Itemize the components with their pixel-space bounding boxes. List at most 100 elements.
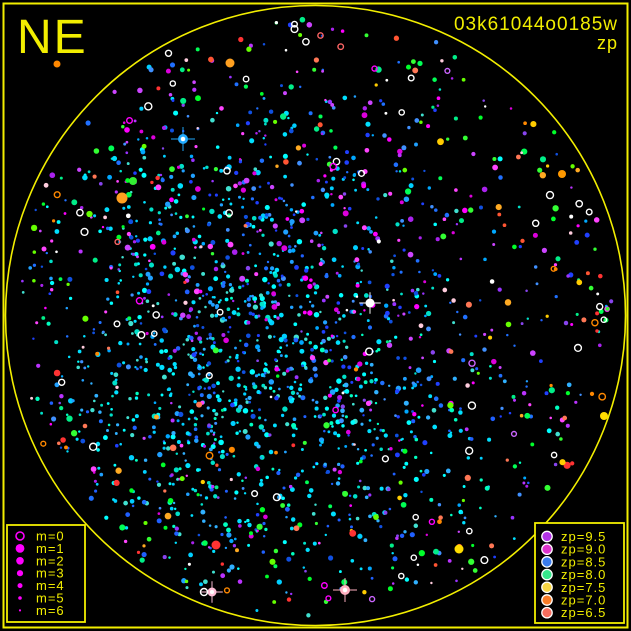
star (258, 252, 262, 256)
star (516, 154, 521, 160)
star (54, 340, 59, 345)
star (305, 547, 310, 553)
star (141, 172, 147, 178)
star (374, 389, 379, 395)
star (437, 274, 442, 278)
star (54, 229, 60, 234)
star (358, 384, 363, 389)
star (307, 310, 313, 316)
star (192, 225, 196, 228)
star (55, 250, 58, 254)
star (414, 455, 418, 460)
star (223, 166, 231, 175)
star (362, 485, 368, 491)
star (338, 570, 342, 574)
star (414, 437, 419, 442)
star (348, 494, 352, 498)
star (227, 155, 232, 160)
star (480, 556, 489, 565)
star (343, 382, 349, 388)
star (77, 167, 82, 172)
star (418, 270, 421, 274)
star (143, 520, 148, 526)
star (186, 492, 190, 496)
star (296, 238, 303, 245)
star (215, 306, 218, 310)
zeropoint-legend-label: zp=7.5 (561, 580, 606, 595)
star (204, 496, 209, 500)
star (256, 529, 259, 533)
star (300, 330, 303, 333)
star (315, 157, 319, 161)
star (217, 214, 223, 219)
star (288, 484, 293, 489)
star (284, 450, 287, 454)
star (412, 412, 417, 417)
star (359, 280, 363, 284)
star (268, 379, 275, 385)
star (49, 276, 53, 281)
star (382, 133, 387, 138)
star (212, 347, 219, 354)
star (95, 351, 100, 356)
star (141, 287, 148, 293)
star (402, 224, 405, 227)
star (201, 353, 205, 356)
star (216, 308, 224, 316)
star (101, 225, 105, 229)
star (458, 428, 463, 433)
star (221, 333, 226, 337)
star (172, 348, 177, 353)
star (153, 401, 157, 405)
star (468, 558, 475, 565)
star (40, 440, 47, 447)
star (259, 507, 266, 513)
star (53, 191, 61, 199)
star (212, 433, 216, 436)
star (401, 145, 407, 151)
star (508, 411, 512, 415)
star (229, 477, 233, 482)
star (332, 228, 338, 235)
star (311, 195, 315, 200)
star (297, 160, 302, 166)
star (264, 432, 270, 438)
star (200, 509, 206, 515)
star (57, 378, 66, 387)
star (510, 430, 518, 438)
star (416, 563, 420, 566)
zeropoint-legend-marker (541, 606, 553, 619)
star (359, 407, 365, 413)
star (280, 84, 283, 88)
star (170, 418, 175, 423)
star (290, 390, 296, 395)
star (164, 206, 168, 210)
star (189, 179, 193, 184)
star (570, 322, 574, 327)
zeropoint-legend: zp=9.5zp=9.0zp=8.5zp=8.0zp=7.5zp=7.0zp=6… (534, 522, 625, 624)
star (335, 481, 341, 486)
star (330, 192, 333, 196)
star (241, 284, 245, 288)
star (212, 431, 216, 434)
star (227, 197, 231, 201)
star (294, 375, 299, 380)
star (376, 239, 381, 244)
star (259, 456, 263, 460)
star (394, 452, 400, 458)
star (238, 36, 244, 43)
star (202, 519, 206, 523)
star (397, 148, 403, 155)
star (252, 171, 257, 176)
star (323, 462, 327, 466)
star (408, 183, 414, 189)
star (421, 356, 424, 360)
star (237, 181, 242, 186)
star (213, 494, 218, 499)
star (418, 236, 422, 240)
star (147, 236, 153, 242)
star (282, 153, 288, 159)
star (202, 540, 208, 546)
star (259, 478, 263, 482)
star (324, 192, 330, 198)
